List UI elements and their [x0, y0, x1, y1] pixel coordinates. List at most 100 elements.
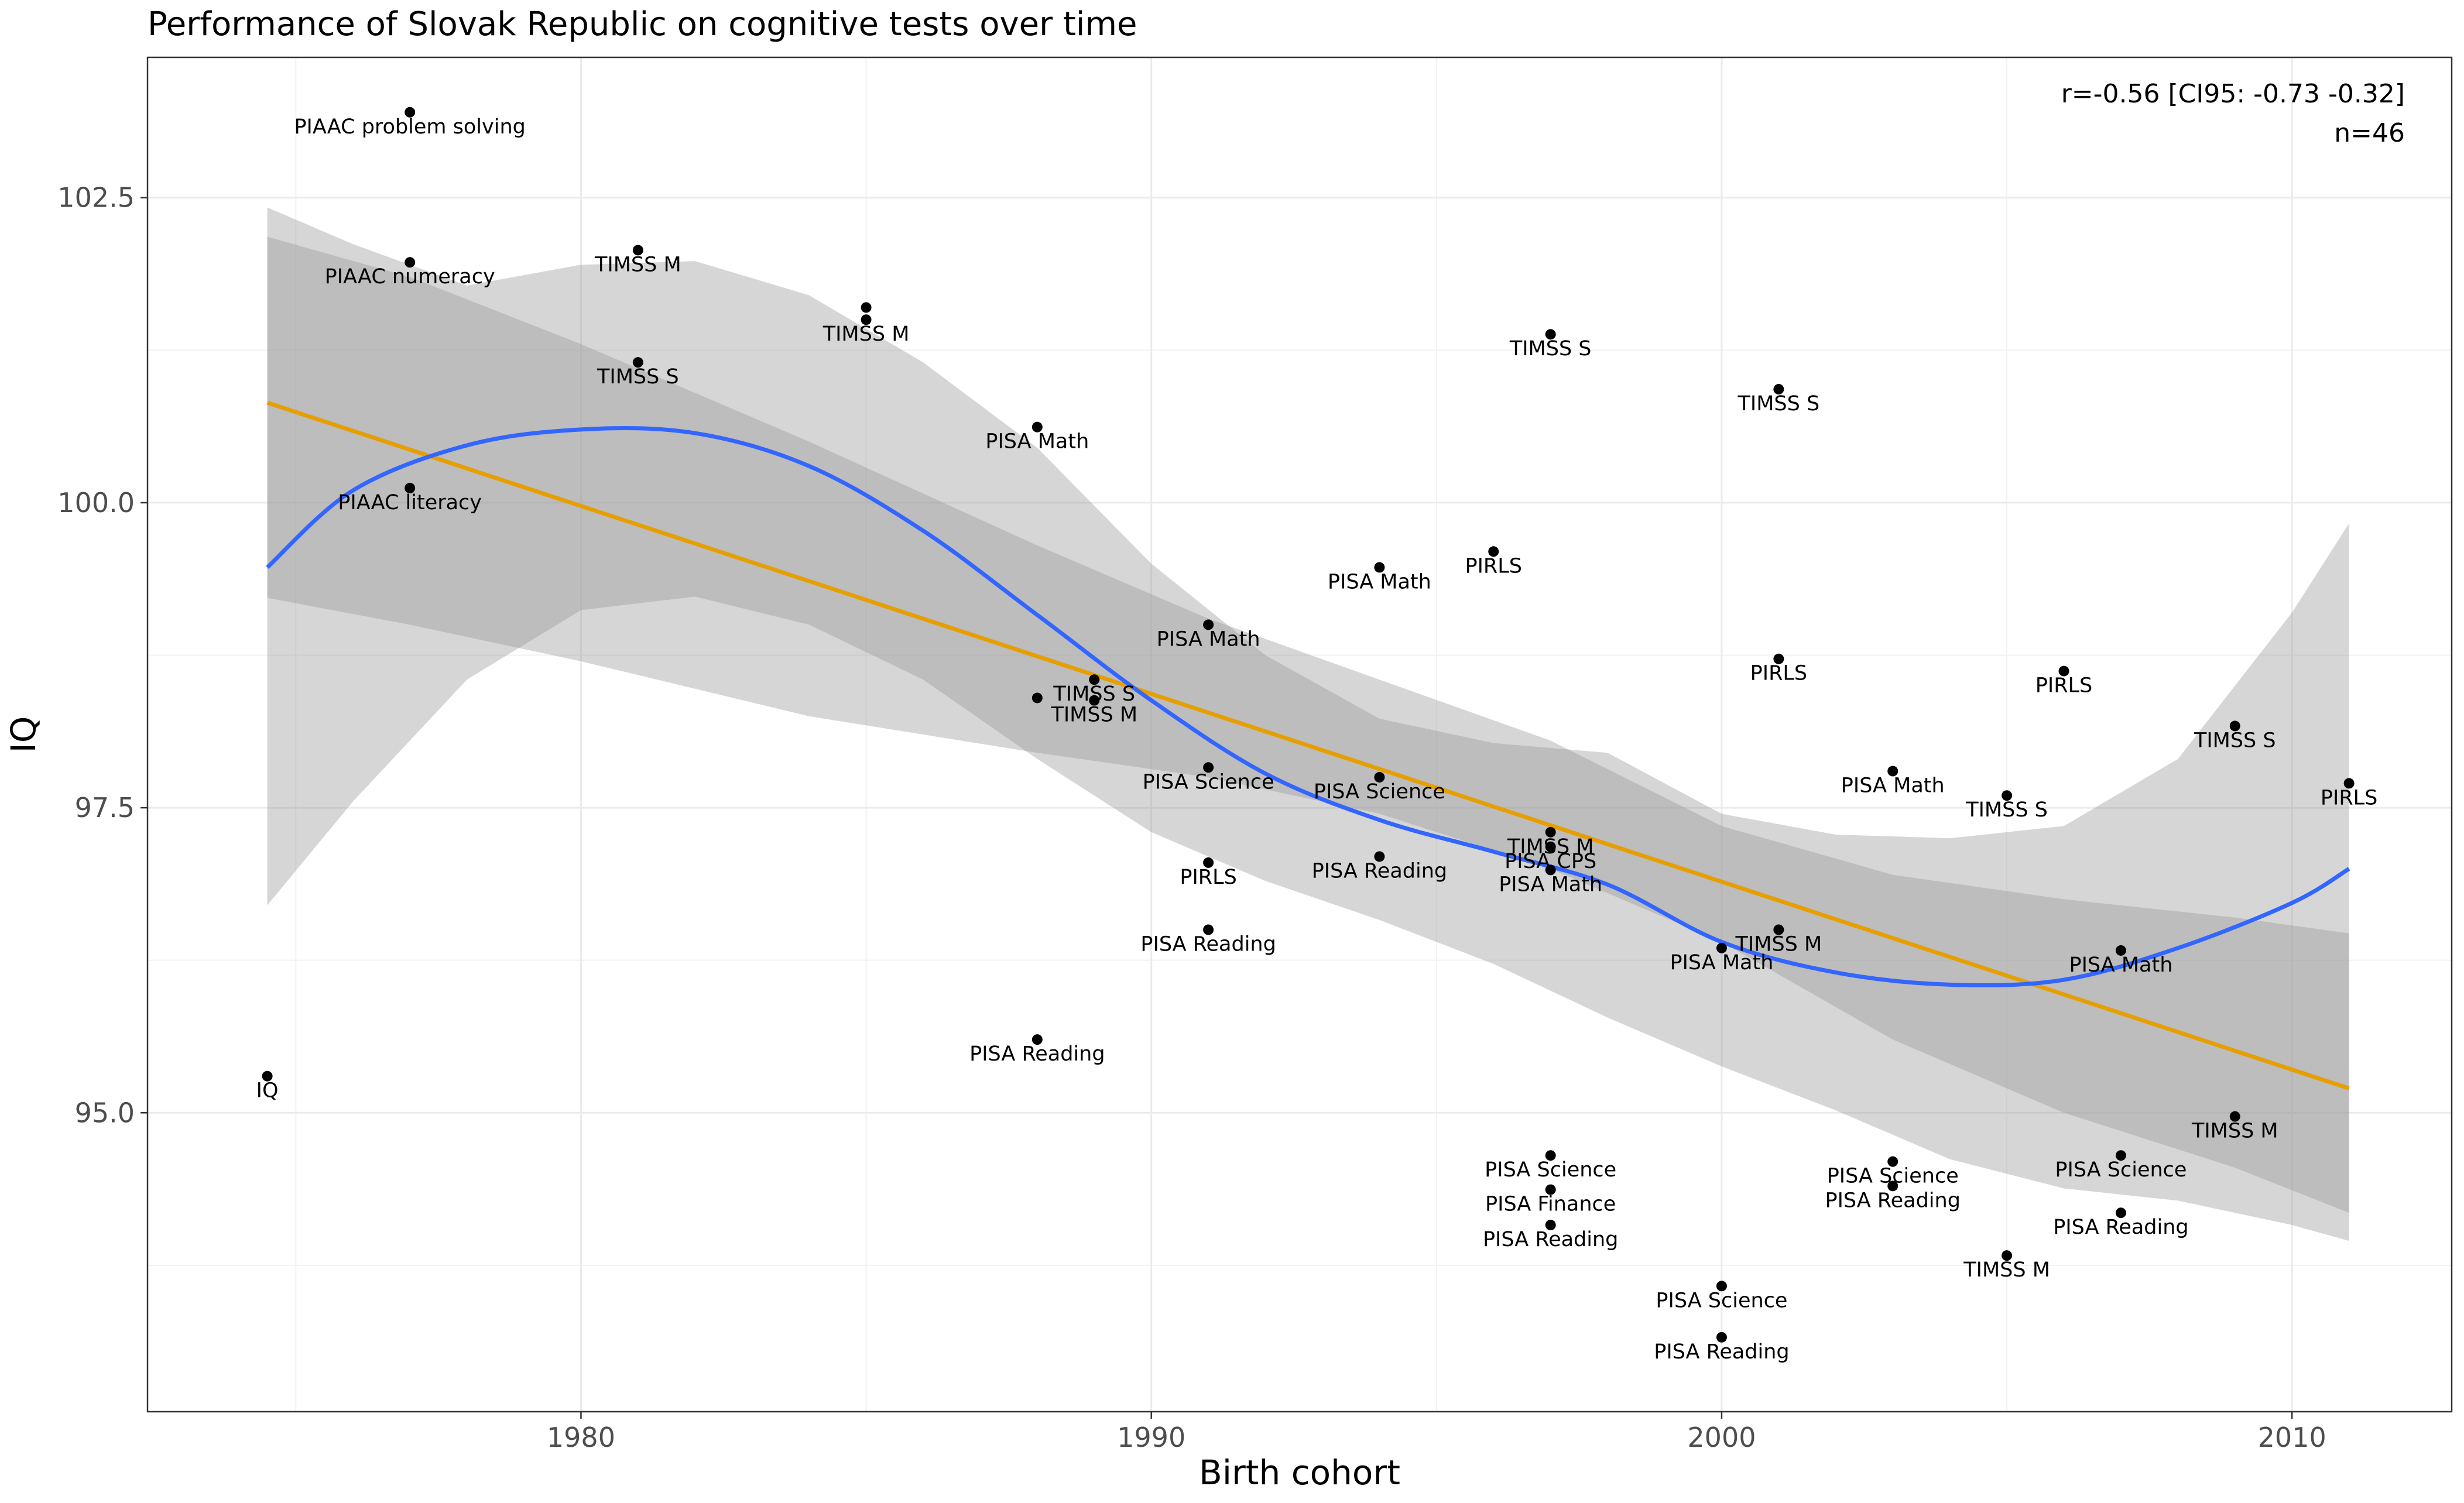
point-label: TIMSS S — [2194, 729, 2276, 752]
data-point — [1374, 771, 1385, 783]
y-tick-label: 97.5 — [75, 792, 135, 823]
data-point — [1545, 1184, 1556, 1195]
data-point — [1203, 619, 1214, 630]
loess-fit-line — [266, 426, 2350, 987]
point-label: PIAAC literacy — [338, 491, 482, 514]
data-point — [1488, 546, 1499, 557]
data-point — [2115, 1207, 2126, 1219]
data-point — [1545, 1150, 1556, 1161]
data-point — [1545, 864, 1556, 876]
data-point — [405, 107, 416, 118]
grid-lines — [148, 57, 2452, 1412]
point-label: PISA Math — [1841, 774, 1945, 798]
point-label: TIMSS S — [597, 365, 679, 389]
data-point — [1716, 1281, 1727, 1292]
data-point — [632, 245, 643, 256]
point-label: TIMSS S — [1738, 392, 1820, 416]
data-point — [1716, 942, 1727, 953]
data-point — [405, 482, 416, 493]
point-label: TIMSS M — [1963, 1258, 2050, 1282]
data-point — [1545, 1220, 1556, 1231]
point-label: PISA Math — [1157, 627, 1260, 651]
point-label: PISA Reading — [1312, 859, 1447, 883]
point-label: PIRLS — [2321, 786, 2377, 809]
y-tick-label: 100.0 — [57, 487, 135, 519]
x-tick-label: 2000 — [1687, 1422, 1756, 1453]
correlation-annotation: r=-0.56 [CI95: -0.73 -0.32] — [2061, 79, 2405, 109]
point-label: PIAAC numeracy — [325, 265, 495, 289]
data-point — [1716, 1332, 1727, 1343]
data-point — [1031, 1034, 1043, 1045]
data-point — [1031, 421, 1043, 433]
data-point — [2058, 665, 2069, 677]
data-point — [1773, 924, 1784, 935]
data-point — [1887, 1181, 1898, 1192]
x-axis: 1980 1990 2000 2010 — [547, 1412, 2326, 1453]
sample-size-annotation: n=46 — [2334, 118, 2405, 148]
chart-title: Performance of Slovak Republic on cognit… — [148, 5, 1137, 43]
data-point — [2229, 1111, 2240, 1122]
point-label: TIMSS M — [1050, 704, 1137, 727]
data-point — [1203, 762, 1214, 773]
data-point — [1887, 766, 1898, 777]
data-point — [262, 1070, 273, 1082]
point-label: PISA CPS — [1505, 850, 1596, 873]
data-point — [2002, 1250, 2013, 1261]
point-label: TIMSS M — [594, 253, 681, 276]
point-label: PISA Reading — [969, 1042, 1105, 1066]
point-label: PIRLS — [1180, 866, 1236, 889]
data-point — [1545, 826, 1556, 838]
data-point — [405, 257, 416, 268]
point-label: PISA Math — [1328, 570, 1431, 593]
data-point — [1089, 695, 1100, 706]
panel-border — [146, 56, 2453, 1413]
point-label: PISA Math — [2069, 953, 2172, 977]
linear-confidence-ribbon — [267, 236, 2349, 1213]
data-point — [2115, 1150, 2126, 1161]
data-point — [1887, 1156, 1898, 1167]
data-point — [1545, 841, 1556, 852]
point-label: PIRLS — [1465, 554, 1522, 578]
point-label: TIMSS M — [1735, 933, 1822, 956]
data-points — [262, 107, 2355, 1343]
y-axis-title: IQ — [4, 716, 43, 753]
point-label: TIMSS M — [2191, 1120, 2278, 1143]
data-point — [2115, 945, 2126, 956]
x-tick-label: 1990 — [1117, 1422, 1185, 1453]
point-label: PISA Finance — [1485, 1193, 1616, 1216]
point-label: TIMSS M — [1507, 835, 1594, 859]
point-label: PISA Math — [1670, 951, 1773, 974]
linear-fit-line — [266, 400, 2350, 1090]
data-point — [1374, 851, 1385, 862]
data-point — [1203, 924, 1214, 935]
data-point — [1773, 653, 1784, 664]
data-point — [861, 314, 872, 325]
confidence-ribbons — [267, 207, 2349, 1241]
x-axis-title: Birth cohort — [1199, 1453, 1400, 1492]
point-label: PIRLS — [2035, 674, 2092, 698]
point-label: PISA Science — [2055, 1158, 2187, 1182]
point-label: PIAAC problem solving — [294, 115, 525, 139]
fit-lines — [266, 400, 2350, 1090]
y-tick-label: 102.5 — [57, 182, 135, 214]
point-label: PISA Science — [1485, 1158, 1616, 1182]
data-point — [1089, 674, 1100, 685]
point-label: PISA Reading — [1654, 1340, 1789, 1364]
point-label: TIMSS S — [1965, 798, 2048, 822]
data-point — [632, 357, 643, 368]
x-tick-label: 2010 — [2258, 1422, 2326, 1453]
point-label: TIMSS S — [1053, 682, 1135, 706]
data-point — [2343, 778, 2355, 789]
point-label: PISA Reading — [1483, 1228, 1618, 1251]
point-labels: IQ PIAAC problem solving PIAAC numeracy PIA… — [256, 115, 2378, 1364]
data-point — [1203, 857, 1214, 868]
point-label: PISA Science — [1143, 770, 1274, 794]
point-label: PISA Reading — [1140, 933, 1276, 956]
x-tick-label: 1980 — [547, 1422, 615, 1453]
plot-panel: IQ PIAAC problem solving PIAAC numeracy PIA… — [146, 56, 2453, 1413]
y-tick-label: 95.0 — [75, 1097, 135, 1128]
data-point — [1031, 692, 1043, 704]
data-point — [1374, 562, 1385, 573]
data-point — [1545, 329, 1556, 340]
